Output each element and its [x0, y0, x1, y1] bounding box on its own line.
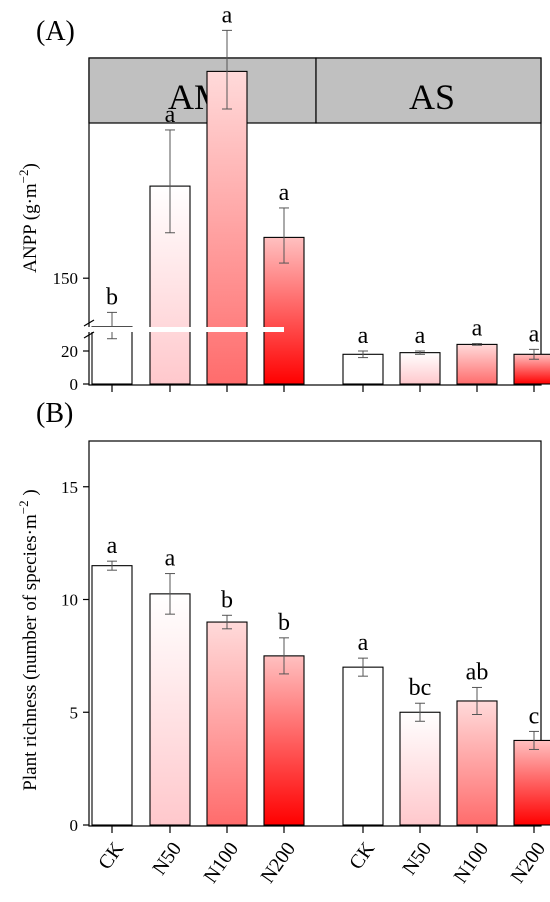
panel-a-y-axis-label: ANPP (g·m−2)	[16, 163, 41, 273]
panel-a-y-tick-label: 150	[53, 269, 79, 288]
panel-a-bar-n50	[400, 353, 440, 384]
x-tick-label: N100	[200, 838, 244, 887]
panel-b-significance-letter: a	[165, 546, 176, 572]
panel-b-bar-n100	[457, 701, 497, 825]
panel-a-bar-n100	[207, 71, 247, 384]
panel-b-significance-letter: bc	[409, 675, 432, 701]
chart-marks: 020150200250baaaaaaa051015aabbabcabcCKN5…	[53, 0, 550, 887]
x-tick-label: N200	[257, 838, 301, 887]
panel-b-significance-letter: a	[107, 533, 118, 559]
panel-a-significance-letter: b	[106, 284, 118, 310]
x-tick-label: N50	[148, 838, 186, 879]
panel-a-axis-break-gap	[84, 327, 284, 332]
panel-b-y-tick-label: 15	[61, 478, 78, 497]
x-tick-label: CK	[345, 838, 379, 874]
panel-b-bar-n50	[400, 712, 440, 825]
panel-b-significance-letter: ab	[466, 659, 489, 685]
panel-a-significance-letter: a	[222, 2, 233, 28]
x-tick-label: N100	[450, 838, 494, 887]
panel-b-bar-ck	[343, 667, 383, 825]
x-tick-label: CK	[94, 838, 128, 874]
panel-b-y-tick-label: 10	[61, 591, 78, 610]
panel-a-significance-letter: a	[165, 102, 176, 128]
x-tick-label: N200	[507, 838, 550, 887]
panel-b-y-axis-label: Plant richness (number of species·m−2 )	[16, 489, 41, 790]
panel-a-significance-letter: a	[358, 323, 369, 349]
panel-a-significance-letter: a	[472, 316, 483, 342]
panel-b-bar-ck	[92, 566, 132, 825]
panel-b-significance-letter: b	[221, 587, 233, 613]
panel-b-bar-n200	[264, 656, 304, 825]
panel-b-y-tick-label: 5	[70, 703, 79, 722]
panel-b-label: (B)	[36, 398, 73, 429]
panel-a-significance-letter: a	[279, 180, 290, 206]
facet-title-as: AS	[409, 77, 455, 117]
panel-a-label: (A)	[36, 16, 75, 47]
panel-b-bar-n100	[207, 622, 247, 825]
panel-b-significance-letter: b	[278, 610, 290, 636]
panel-b-significance-letter: a	[358, 630, 369, 656]
panel-b-bar-n200	[514, 740, 550, 825]
panel-a-significance-letter: a	[415, 323, 426, 349]
panel-a-y-tick-label: 20	[61, 342, 78, 361]
panel-b-significance-letter: c	[529, 703, 540, 729]
panel-a-significance-letter: a	[529, 321, 540, 347]
x-tick-label: N50	[398, 838, 436, 879]
panel-a-bar-ck	[343, 354, 383, 384]
panel-b-bar-n50	[150, 594, 190, 825]
panel-b-y-tick-label: 0	[70, 816, 79, 835]
panel-a-bar-n100	[457, 344, 497, 384]
panel-a-y-tick-label: 0	[70, 375, 79, 394]
